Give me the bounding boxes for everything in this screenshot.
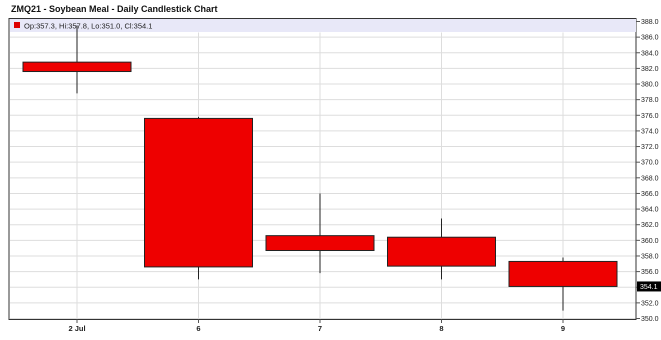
y-tick-label: 374.0 — [641, 128, 659, 135]
x-axis: 2 Jul 6 7 8 9 — [68, 319, 565, 333]
x-tick-label: 2 Jul — [68, 324, 85, 333]
y-tick-label: 360.0 — [641, 238, 659, 245]
legend-swatch — [14, 22, 20, 28]
x-tick-label: 8 — [439, 324, 443, 333]
y-tick-label: 350.0 — [641, 316, 659, 323]
y-tick-label: 386.0 — [641, 35, 659, 42]
x-tick-label: 7 — [318, 324, 322, 333]
y-tick-label: 372.0 — [641, 144, 659, 151]
y-axis: 388.0 386.0 384.0 382.0 380.0 378.0 376.0 374.0… — [636, 19, 659, 323]
candle-body — [265, 235, 375, 252]
last-price-marker: 354.1 — [637, 281, 661, 292]
last-price-label: 354.1 — [640, 284, 658, 291]
y-tick-label: 356.0 — [641, 269, 659, 276]
y-tick-label: 378.0 — [641, 97, 659, 104]
y-tick-label: 364.0 — [641, 207, 659, 214]
y-tick-label: 352.0 — [641, 300, 659, 307]
y-tick-label: 384.0 — [641, 50, 659, 57]
x-tick-label: 6 — [196, 324, 200, 333]
legend-text: Op:357.3, Hi:357.8, Lo:351.0, Cl:354.1 — [24, 22, 152, 31]
candles — [22, 25, 618, 311]
y-tick-label: 380.0 — [641, 82, 659, 89]
y-tick-label: 366.0 — [641, 191, 659, 198]
legend-band — [10, 19, 636, 32]
y-tick-label: 370.0 — [641, 160, 659, 167]
candle-body — [144, 117, 253, 268]
y-tick-label: 388.0 — [641, 19, 659, 26]
x-tick-label: 9 — [561, 324, 565, 333]
y-tick-label: 368.0 — [641, 175, 659, 182]
y-tick-label: 382.0 — [641, 66, 659, 73]
plot-frame — [8, 18, 637, 320]
candle-body — [387, 236, 496, 267]
y-tick-label: 358.0 — [641, 253, 659, 260]
candle-body — [22, 61, 132, 73]
chart-title: ZMQ21 - Soybean Meal - Daily Candlestick… — [11, 4, 218, 14]
y-tick-label: 362.0 — [641, 222, 659, 229]
candle-body — [508, 260, 618, 287]
y-tick-label: 376.0 — [641, 113, 659, 120]
last-price-box — [637, 281, 661, 292]
